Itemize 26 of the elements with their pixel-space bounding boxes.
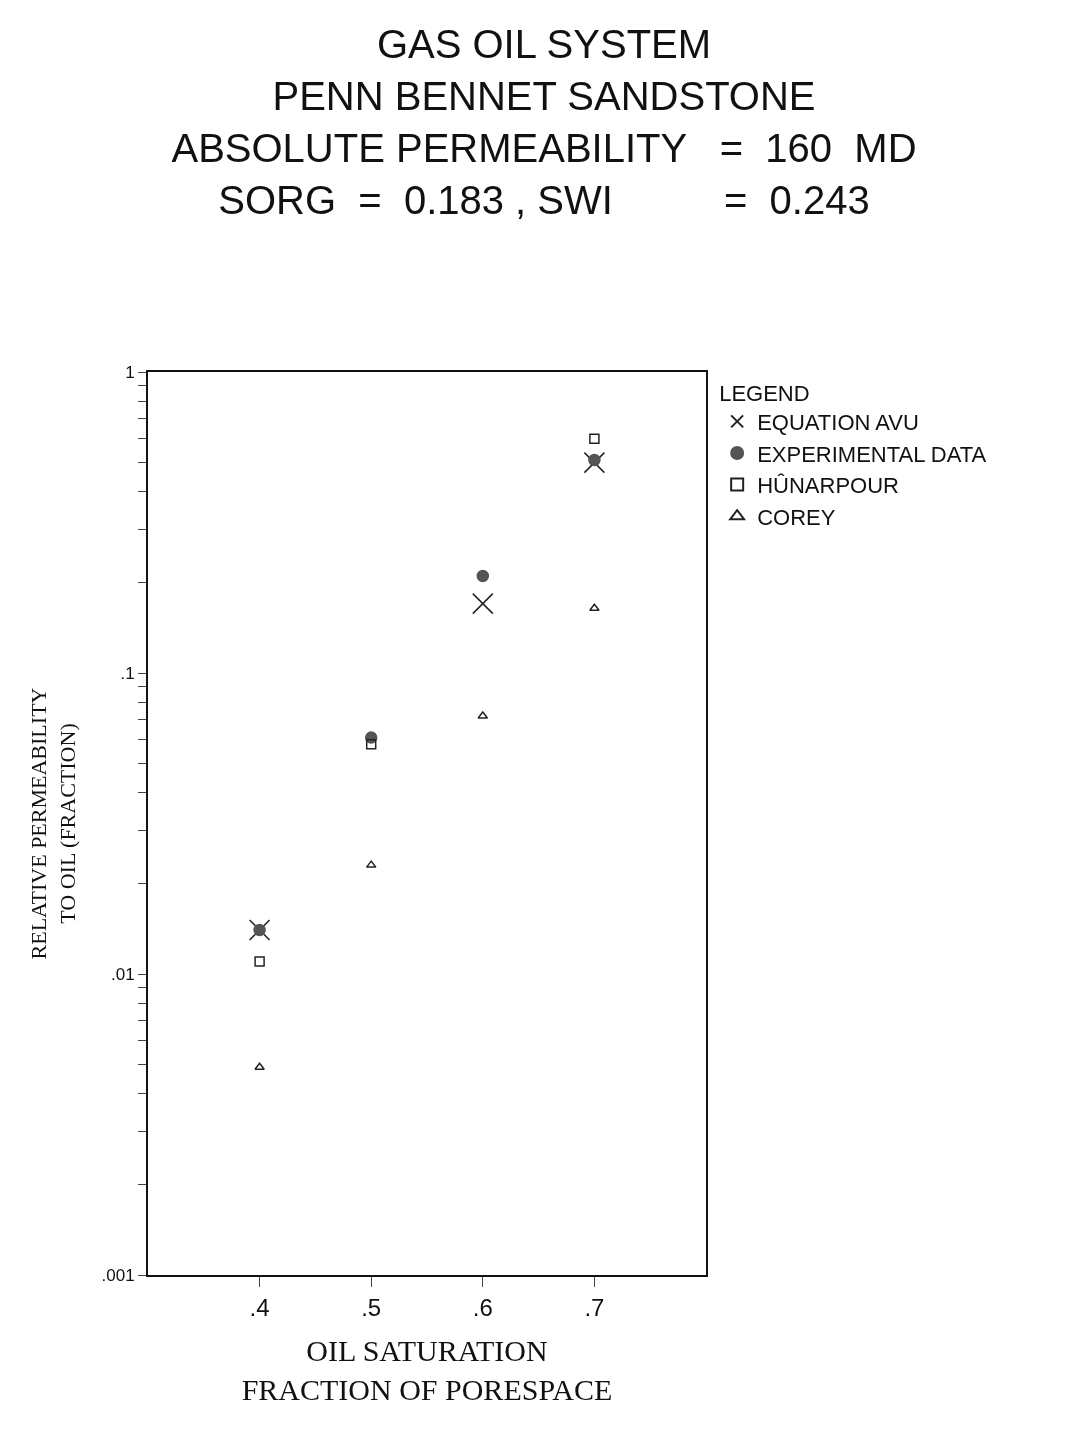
y-tick-label: .1 xyxy=(120,663,135,683)
point xyxy=(472,592,494,615)
chart-title: GAS OIL SYSTEM PENN BENNET SANDSTONE ABSOLUTE PERMEABILITY = 160 MD SORG = 0.183 , SWI = 0.243 xyxy=(171,21,917,222)
point xyxy=(583,451,606,474)
point xyxy=(254,1062,265,1070)
x-tick-label: .6 xyxy=(472,1293,493,1321)
legend-label: EQUATION AVU xyxy=(757,409,919,435)
y-tick-label: .001 xyxy=(101,1265,135,1285)
legend-label: COREY xyxy=(757,504,836,530)
x-tick-label: .7 xyxy=(584,1293,605,1321)
point xyxy=(365,738,377,750)
y-tick-label: 1 xyxy=(125,362,135,382)
point xyxy=(589,603,600,612)
x-axis-title: OIL SATURATION FRACTION OF PORESPACE xyxy=(241,1333,613,1406)
x-tick-label: .5 xyxy=(361,1293,382,1321)
y-axis-title: RELATIVE PERMEABILITY TO OIL (FRACTION) xyxy=(26,687,80,960)
legend-label: EXPERIMENTAL DATA xyxy=(757,441,987,467)
point xyxy=(253,923,266,937)
x-tick-label: .4 xyxy=(249,1293,270,1321)
y-tick-label: .01 xyxy=(110,964,135,984)
point xyxy=(476,569,490,583)
point xyxy=(588,453,601,467)
legend-label: HÛNARPOUR xyxy=(757,473,899,499)
legend-title: LEGEND xyxy=(719,380,810,406)
point xyxy=(254,956,265,967)
point xyxy=(589,433,600,445)
